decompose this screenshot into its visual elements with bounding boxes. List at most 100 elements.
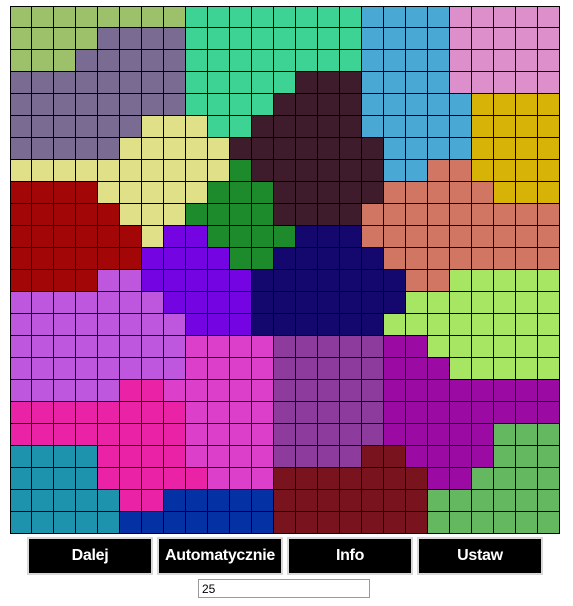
board-cell[interactable] (428, 314, 450, 336)
board-cell[interactable] (538, 116, 560, 138)
board-cell[interactable] (450, 182, 472, 204)
board-cell[interactable] (164, 490, 186, 512)
board-cell[interactable] (472, 402, 494, 424)
board-cell[interactable] (538, 28, 560, 50)
board-cell[interactable] (164, 226, 186, 248)
board-cell[interactable] (252, 138, 274, 160)
board-cell[interactable] (230, 468, 252, 490)
board-cell[interactable] (186, 358, 208, 380)
board-cell[interactable] (516, 446, 538, 468)
board-cell[interactable] (54, 204, 76, 226)
board-cell[interactable] (318, 468, 340, 490)
board-cell[interactable] (296, 138, 318, 160)
board-cell[interactable] (230, 226, 252, 248)
board-cell[interactable] (208, 270, 230, 292)
board-cell[interactable] (428, 6, 450, 28)
board-cell[interactable] (252, 182, 274, 204)
board-cell[interactable] (142, 292, 164, 314)
board-cell[interactable] (252, 468, 274, 490)
board-cell[interactable] (76, 6, 98, 28)
board-cell[interactable] (362, 138, 384, 160)
board-cell[interactable] (120, 94, 142, 116)
board-cell[interactable] (450, 358, 472, 380)
board-cell[interactable] (164, 270, 186, 292)
board-cell[interactable] (32, 336, 54, 358)
board-cell[interactable] (98, 468, 120, 490)
board-cell[interactable] (274, 6, 296, 28)
board-cell[interactable] (428, 94, 450, 116)
board-cell[interactable] (406, 116, 428, 138)
board-cell[interactable] (472, 446, 494, 468)
board-cell[interactable] (76, 138, 98, 160)
board-cell[interactable] (274, 94, 296, 116)
board-cell[interactable] (120, 468, 142, 490)
board-cell[interactable] (538, 446, 560, 468)
board-cell[interactable] (164, 512, 186, 534)
board-cell[interactable] (252, 248, 274, 270)
board-cell[interactable] (318, 424, 340, 446)
board-cell[interactable] (120, 270, 142, 292)
board-cell[interactable] (164, 182, 186, 204)
board-cell[interactable] (10, 314, 32, 336)
board-cell[interactable] (340, 182, 362, 204)
board-cell[interactable] (120, 204, 142, 226)
board-cell[interactable] (450, 160, 472, 182)
board-cell[interactable] (384, 182, 406, 204)
board-cell[interactable] (296, 490, 318, 512)
board-cell[interactable] (252, 446, 274, 468)
board-cell[interactable] (406, 6, 428, 28)
board-cell[interactable] (54, 50, 76, 72)
board-cell[interactable] (186, 226, 208, 248)
board-cell[interactable] (296, 512, 318, 534)
board-cell[interactable] (362, 50, 384, 72)
board-cell[interactable] (230, 116, 252, 138)
board-cell[interactable] (10, 50, 32, 72)
board-cell[interactable] (186, 402, 208, 424)
board-cell[interactable] (318, 28, 340, 50)
board-cell[interactable] (164, 424, 186, 446)
board-cell[interactable] (384, 424, 406, 446)
board-cell[interactable] (252, 28, 274, 50)
board-cell[interactable] (252, 204, 274, 226)
board-cell[interactable] (318, 50, 340, 72)
board-cell[interactable] (208, 28, 230, 50)
board-cell[interactable] (296, 28, 318, 50)
board-cell[interactable] (428, 468, 450, 490)
board-cell[interactable] (428, 292, 450, 314)
board-cell[interactable] (10, 512, 32, 534)
board-cell[interactable] (472, 226, 494, 248)
board-cell[interactable] (274, 160, 296, 182)
board-cell[interactable] (362, 468, 384, 490)
board-cell[interactable] (538, 226, 560, 248)
board-cell[interactable] (428, 28, 450, 50)
board-cell[interactable] (186, 94, 208, 116)
board-cell[interactable] (494, 50, 516, 72)
board-cell[interactable] (296, 160, 318, 182)
board-cell[interactable] (98, 292, 120, 314)
board-cell[interactable] (318, 490, 340, 512)
board-cell[interactable] (186, 138, 208, 160)
board-cell[interactable] (32, 358, 54, 380)
board-cell[interactable] (142, 270, 164, 292)
board-cell[interactable] (32, 314, 54, 336)
board-cell[interactable] (186, 28, 208, 50)
board-cell[interactable] (186, 72, 208, 94)
board-cell[interactable] (208, 116, 230, 138)
board-cell[interactable] (406, 292, 428, 314)
board-cell[interactable] (406, 314, 428, 336)
board-cell[interactable] (296, 358, 318, 380)
board-cell[interactable] (10, 468, 32, 490)
board-cell[interactable] (10, 490, 32, 512)
board-cell[interactable] (472, 314, 494, 336)
board-cell[interactable] (252, 116, 274, 138)
board-cell[interactable] (252, 512, 274, 534)
board-cell[interactable] (494, 270, 516, 292)
board-cell[interactable] (318, 270, 340, 292)
board-cell[interactable] (516, 248, 538, 270)
board-cell[interactable] (494, 248, 516, 270)
board-cell[interactable] (384, 72, 406, 94)
board-cell[interactable] (230, 402, 252, 424)
board-cell[interactable] (164, 446, 186, 468)
board-cell[interactable] (494, 116, 516, 138)
board-cell[interactable] (538, 490, 560, 512)
